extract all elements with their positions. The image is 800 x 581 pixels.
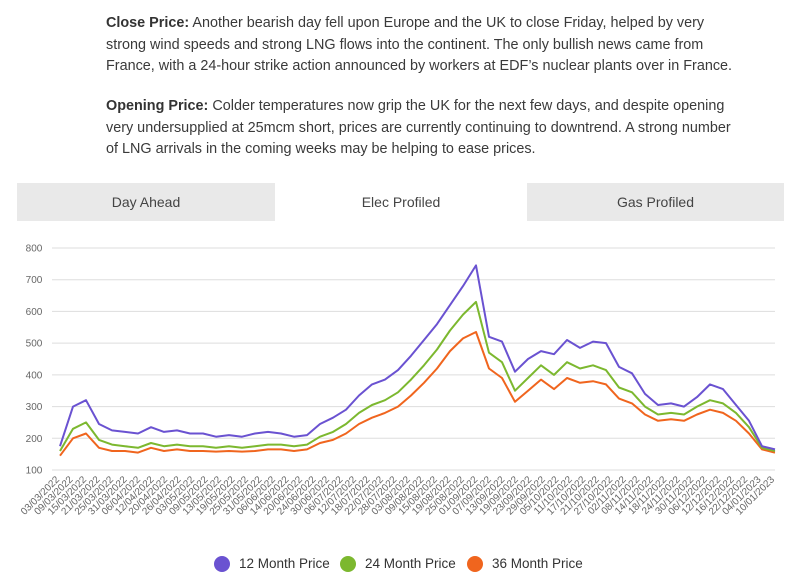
y-tick-label: 600 (26, 307, 43, 318)
y-tick-label: 100 (26, 466, 43, 477)
legend-label-24-month: 24 Month Price (365, 556, 456, 571)
close-price-commentary: Close Price: Another bearish day fell up… (106, 13, 746, 78)
opening-price-commentary: Opening Price: Colder temperatures now g… (106, 96, 746, 161)
tab-gas-profiled[interactable]: Gas Profiled (616, 194, 695, 210)
chart-gridlines (52, 247, 775, 471)
legend-dot-36-month (467, 556, 483, 572)
legend-dot-24-month (340, 556, 356, 572)
tab-day-ahead[interactable]: Day Ahead (111, 194, 181, 210)
y-axis-tick-labels: 100 200 300 400 500 600 700 800 (26, 244, 43, 477)
x-axis-tick-labels: 03/03/202209/03/202215/03/202221/03/2022… (19, 474, 777, 517)
series-line-36-month-price (59, 331, 776, 457)
opening-price-label: Opening Price: (106, 98, 209, 114)
chart-legend: 12 Month Price 24 Month Price 36 Month P… (0, 553, 800, 575)
y-tick-label: 700 (26, 275, 43, 286)
y-tick-label: 400 (26, 370, 43, 381)
price-line-chart: 100 200 300 400 500 600 700 800 03/03/202209/03… (19, 244, 777, 518)
y-tick-label: 800 (26, 244, 43, 255)
series-line-24-month-price (59, 300, 776, 452)
series-line-12-month-price (59, 264, 776, 451)
close-price-text: Another bearish day fell upon Europe and… (106, 15, 733, 74)
y-tick-label: 300 (26, 402, 43, 413)
legend-dot-12-month (214, 556, 230, 572)
legend-label-36-month: 36 Month Price (492, 556, 583, 571)
chart-tab-bar: Day Ahead Elec Profiled Gas Profiled (17, 183, 784, 223)
tab-elec-profiled[interactable]: Elec Profiled (275, 183, 527, 223)
close-price-label: Close Price: (106, 15, 190, 31)
chart-series (59, 264, 776, 457)
legend-label-12-month: 12 Month Price (239, 556, 330, 571)
opening-price-text: Colder temperatures now grip the UK for … (106, 98, 731, 157)
y-tick-label: 200 (26, 434, 43, 445)
y-tick-label: 500 (26, 339, 43, 350)
